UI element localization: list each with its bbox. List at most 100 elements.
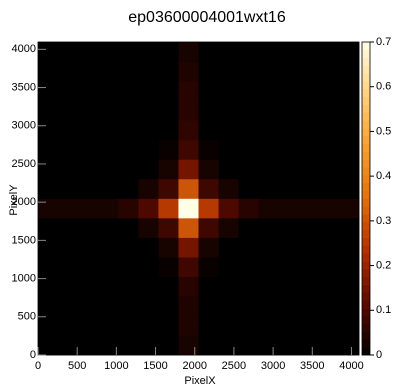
heatmap-cell [318, 139, 340, 160]
heatmap-cell [258, 61, 280, 82]
heatmap-cell [278, 257, 300, 278]
y-tick-label: 3500 [12, 81, 36, 93]
heatmap-cell [78, 218, 99, 238]
colorbar-step [362, 276, 370, 285]
colorbar-step [362, 112, 370, 121]
heatmap-cell [338, 276, 360, 297]
heatmap-cell [258, 296, 280, 317]
x-tick-label: 4000 [339, 360, 363, 372]
x-tick-label: 0 [35, 360, 41, 372]
colorbar-step [362, 253, 370, 262]
heatmap-cell [298, 100, 320, 121]
colorbar-tick-label: 0 [376, 349, 382, 361]
heatmap-cell [138, 61, 159, 82]
x-axis-label: PixelX [184, 375, 216, 387]
heatmap-cell [178, 61, 199, 82]
heatmap-cell [158, 237, 179, 258]
heatmap-cell [58, 218, 79, 238]
heatmap-cell [38, 218, 59, 238]
heatmap-cell [138, 42, 159, 62]
colorbar-step [362, 88, 370, 98]
x-tick-label: 3000 [261, 360, 285, 372]
heatmap-cell [78, 120, 99, 141]
colorbar-step [362, 198, 370, 207]
heatmap-cell [78, 61, 99, 82]
heatmap-cell [98, 42, 119, 62]
heatmap-cell [158, 61, 179, 82]
heatmap-cell [258, 178, 280, 199]
heatmap-cell [278, 61, 300, 82]
heatmap-cell [158, 81, 179, 101]
heatmap-cell [338, 178, 360, 199]
heatmap-cell [138, 81, 159, 101]
heatmap-cell [118, 81, 139, 101]
colorbar-tick-label: 0.2 [376, 259, 391, 271]
x-tick-label: 1500 [143, 360, 167, 372]
heatmap-cell [118, 237, 139, 258]
heatmap-cell [198, 218, 219, 238]
heatmap-cell [38, 198, 59, 219]
heatmap-cell [238, 159, 259, 180]
heatmap-cell [178, 218, 199, 238]
y-tick-label: 500 [18, 311, 36, 323]
heatmap-cell [158, 42, 179, 62]
heatmap-cell [98, 296, 119, 317]
colorbar-frame [361, 41, 371, 356]
colorbar-step [362, 135, 370, 145]
heatmap-cell [298, 218, 320, 238]
heatmap-cell [238, 315, 259, 336]
heatmap-cell [258, 120, 280, 141]
heatmap-cell [318, 335, 340, 356]
heatmap-cell [158, 100, 179, 121]
heatmap-cell [178, 42, 199, 62]
heatmap-cell [238, 120, 259, 141]
colorbar-step [362, 96, 370, 105]
heatmap-cell [78, 198, 99, 219]
heatmap-cell [178, 159, 199, 180]
heatmap-cell [78, 159, 99, 180]
heatmap-cell [38, 276, 59, 297]
heatmap-cell [38, 178, 59, 199]
heatmap-cell [198, 237, 219, 258]
heatmap-cell [238, 237, 259, 258]
heatmap-cell [98, 315, 119, 336]
heatmap-cell [198, 100, 219, 121]
heatmap-cell [278, 178, 300, 199]
heatmap-cell [78, 139, 99, 160]
heatmap-cell [198, 335, 219, 356]
y-tick-label: 0 [30, 349, 36, 361]
heatmap-cell [258, 159, 280, 180]
heatmap-cell [278, 276, 300, 297]
heatmap-cell [238, 139, 259, 160]
colorbar-step [362, 167, 370, 176]
y-tick-label: 1000 [12, 272, 36, 284]
heatmap-cell [298, 276, 320, 297]
heatmap-cell [178, 100, 199, 121]
colorbar-step [362, 120, 370, 129]
heatmap-cell [158, 159, 179, 180]
heatmap-cell [138, 237, 159, 258]
heatmap-cell [238, 61, 259, 82]
heatmap-cell [338, 296, 360, 317]
heatmap-cell [78, 315, 99, 336]
heatmap-cell [238, 198, 259, 219]
heatmap-cell [178, 276, 199, 297]
heatmap-cell [178, 257, 199, 278]
x-tick-label: 3500 [300, 360, 324, 372]
heatmap-cell [218, 100, 239, 121]
heatmap-cell [238, 218, 259, 238]
colorbar-step [362, 73, 370, 82]
heatmap-cell [158, 276, 179, 297]
colorbar-tick-label: 0.7 [376, 36, 391, 48]
heatmap-cell [278, 335, 300, 356]
heatmap-cell [318, 237, 340, 258]
heatmap-cell [98, 276, 119, 297]
heatmap-cell [198, 159, 219, 180]
heatmap-cell [218, 81, 239, 101]
heatmap-cell [258, 42, 280, 62]
heatmap-cell [118, 100, 139, 121]
heatmap-cell [218, 237, 239, 258]
heatmap-cell [218, 42, 239, 62]
heatmap-cell [78, 276, 99, 297]
heatmap-cell [338, 100, 360, 121]
